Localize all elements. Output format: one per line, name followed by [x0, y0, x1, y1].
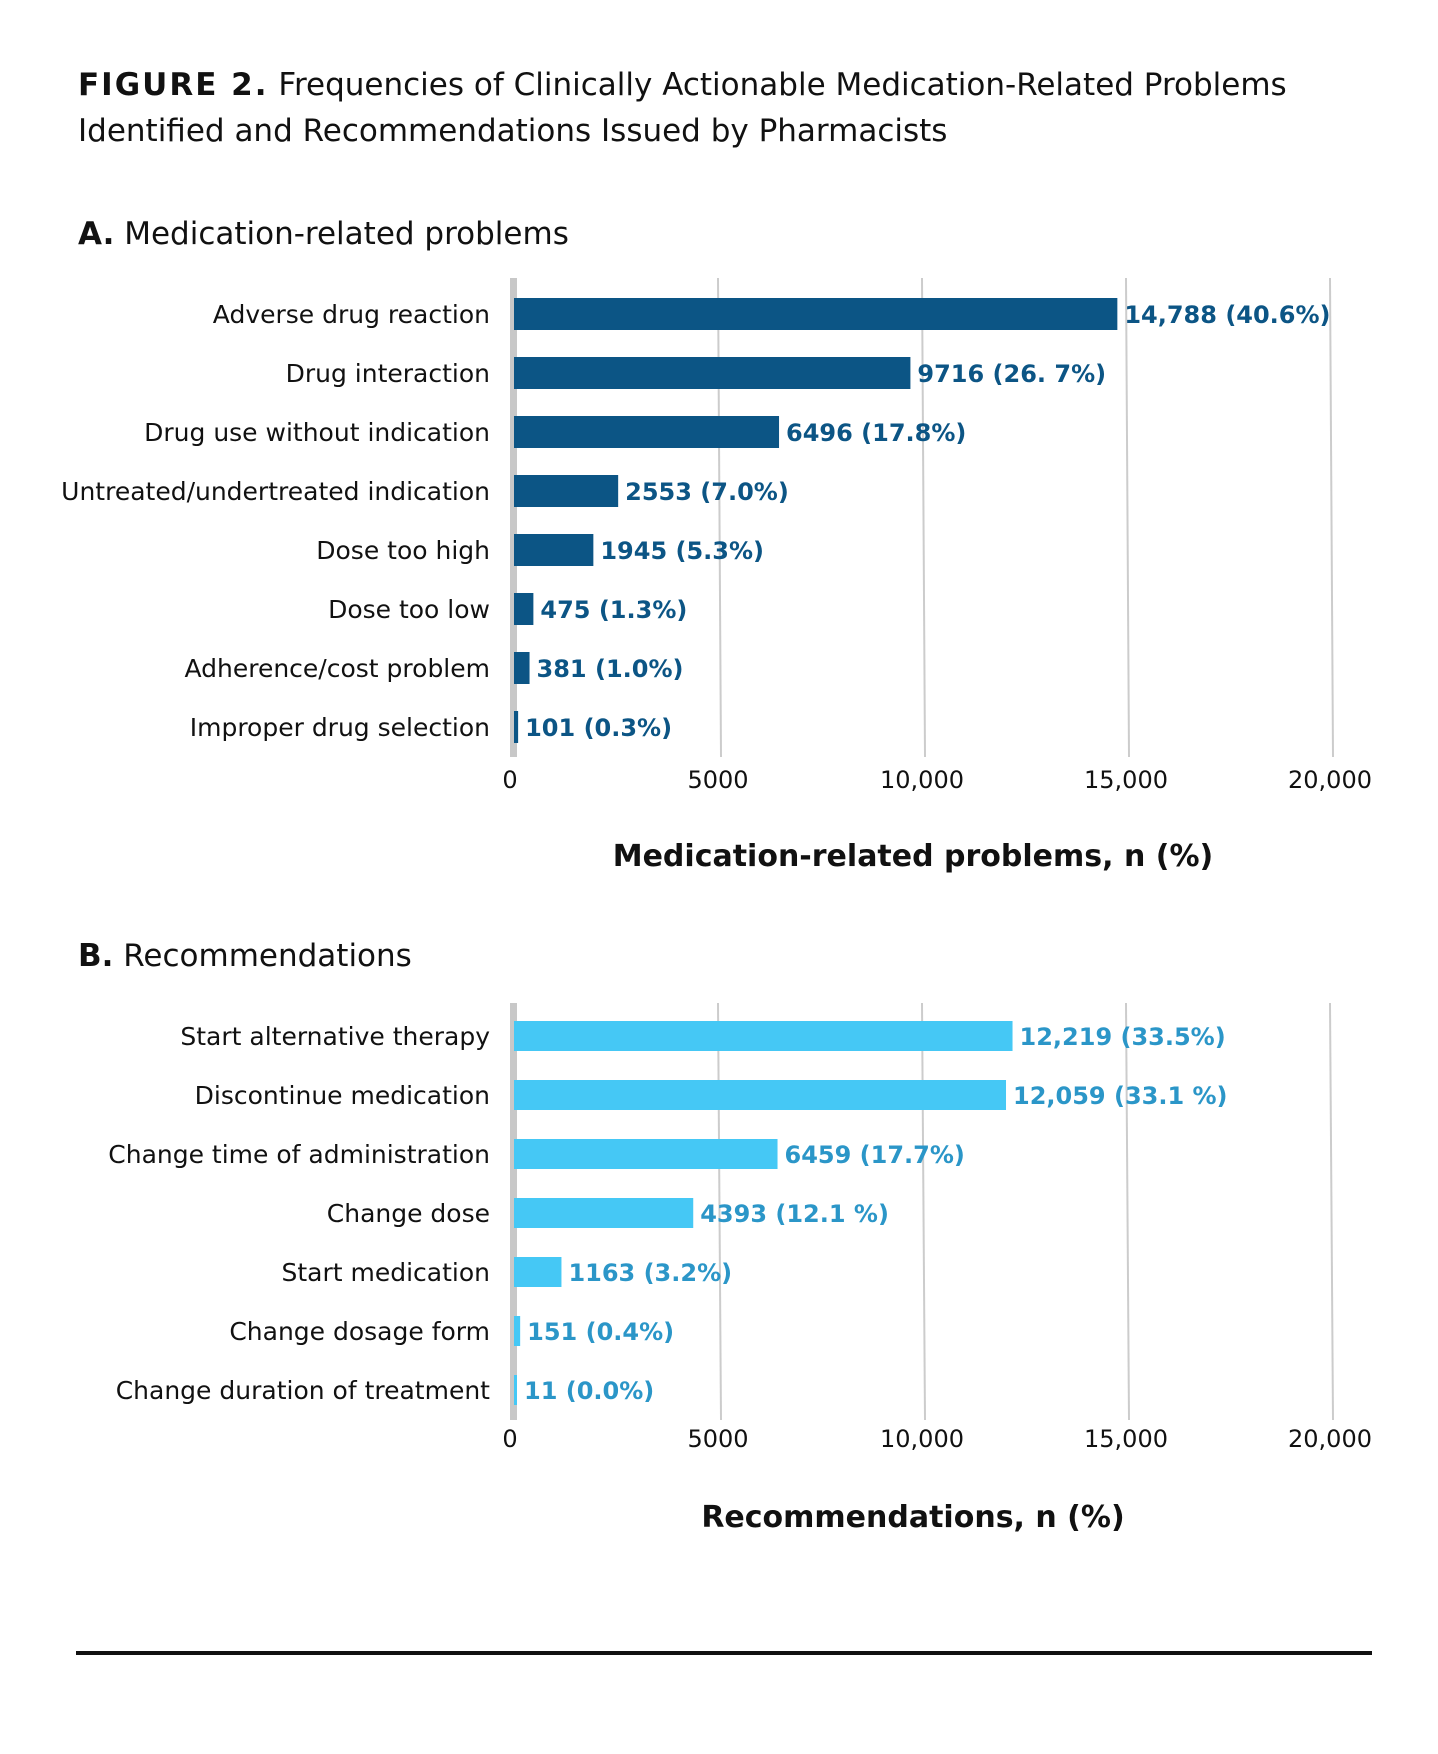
data-label: 4393 (12.1 %): [700, 1200, 889, 1228]
bar: [514, 1080, 1007, 1110]
category-label: Start medication: [281, 1258, 490, 1287]
category-label: Discontinue medication: [195, 1081, 490, 1110]
data-label: 101 (0.3%): [525, 714, 672, 742]
data-label: 6496 (17.8%): [786, 419, 966, 447]
category-label: Change duration of treatment: [116, 1376, 490, 1405]
figure-title-text: Frequencies of Clinically Actionable Med…: [78, 67, 1287, 149]
gridline: [921, 1002, 926, 1421]
x-tick-label: 10,000: [880, 1425, 964, 1453]
category-label: Improper drug selection: [190, 713, 490, 742]
x-tick-label: 0: [502, 1425, 517, 1453]
x-tick-label: 5000: [687, 1425, 748, 1453]
data-label: 9716 (26. 7%): [917, 360, 1106, 388]
data-label: 11 (0.0%): [524, 1377, 654, 1405]
data-label: 12,059 (33.1 %): [1013, 1082, 1228, 1110]
x-tick-label: 15,000: [1084, 766, 1168, 794]
x-tick-label: 20,000: [1288, 1425, 1372, 1453]
gridline: [717, 277, 722, 758]
category-label: Adherence/cost problem: [184, 654, 490, 683]
panel-a-heading: A. Medication-related problems: [78, 216, 569, 252]
bar: [514, 652, 530, 684]
bar: [514, 1139, 778, 1169]
x-tick-label: 5000: [687, 766, 748, 794]
bar: [514, 1198, 694, 1228]
bottom-divider: [76, 1651, 1372, 1655]
bar: [514, 593, 534, 625]
panel-b-letter: B.: [78, 938, 114, 974]
bar: [514, 416, 780, 448]
data-label: 1163 (3.2%): [568, 1259, 732, 1287]
category-label: Change time of administration: [108, 1140, 490, 1169]
category-label: Change dose: [327, 1199, 490, 1228]
category-label: Change dosage form: [229, 1317, 490, 1346]
y-axis-line: [510, 278, 517, 757]
bar: [514, 1375, 517, 1405]
x-tick-label: 20,000: [1288, 766, 1372, 794]
bar: [514, 357, 911, 389]
bar: [514, 1021, 1013, 1051]
category-label: Dose too low: [328, 595, 490, 624]
x-tick-label: 0: [502, 766, 517, 794]
bar: [514, 534, 594, 566]
x-axis-title: Medication-related problems, n (%): [613, 839, 1214, 874]
data-label: 6459 (17.7%): [785, 1141, 965, 1169]
data-label: 475 (1.3%): [540, 596, 687, 624]
category-label: Dose too high: [316, 536, 490, 565]
x-axis-title: Recommendations, n (%): [701, 1500, 1124, 1535]
figure-title: FIGURE 2. Frequencies of Clinically Acti…: [78, 62, 1378, 154]
gridline: [1125, 1002, 1130, 1421]
gridline: [717, 1002, 722, 1421]
panel-a-title: Medication-related problems: [124, 216, 569, 252]
panel-b-title: Recommendations: [123, 938, 412, 974]
bar: [514, 711, 519, 743]
y-axis-line: [510, 1003, 517, 1420]
category-label: Drug interaction: [286, 359, 490, 388]
x-tick-label: 10,000: [880, 766, 964, 794]
data-label: 12,219 (33.5%): [1020, 1023, 1226, 1051]
bar: [514, 298, 1118, 330]
gridline: [921, 277, 926, 758]
gridline: [1125, 277, 1130, 758]
gridline: [1329, 1002, 1334, 1421]
data-label: 14,788 (40.6%): [1124, 301, 1330, 329]
category-label: Adverse drug reaction: [213, 300, 490, 329]
panel-b-heading: B. Recommendations: [78, 938, 412, 974]
data-label: 151 (0.4%): [527, 1318, 674, 1346]
chart-recommendations: 0 5000 10,000 15,000 20,000 Start alternative…: [108, 1002, 1372, 1535]
bar: [514, 1257, 562, 1287]
data-label: 381 (1.0%): [537, 655, 684, 683]
panel-a-letter: A.: [78, 216, 115, 252]
bar: [514, 1316, 521, 1346]
data-label: 1945 (5.3%): [600, 537, 764, 565]
category-label: Drug use without indication: [144, 418, 490, 447]
chart-medication-problems: 0 5000 10,000 15,000 20,000 Adverse drug reac…: [61, 277, 1372, 874]
data-label: 2553 (7.0%): [625, 478, 789, 506]
bar: [514, 475, 619, 507]
x-tick-label: 15,000: [1084, 1425, 1168, 1453]
category-label: Untreated/undertreated indication: [61, 477, 490, 506]
gridline: [1329, 277, 1334, 758]
figure-title-lead: FIGURE 2.: [78, 67, 269, 103]
category-label: Start alternative therapy: [180, 1022, 490, 1051]
